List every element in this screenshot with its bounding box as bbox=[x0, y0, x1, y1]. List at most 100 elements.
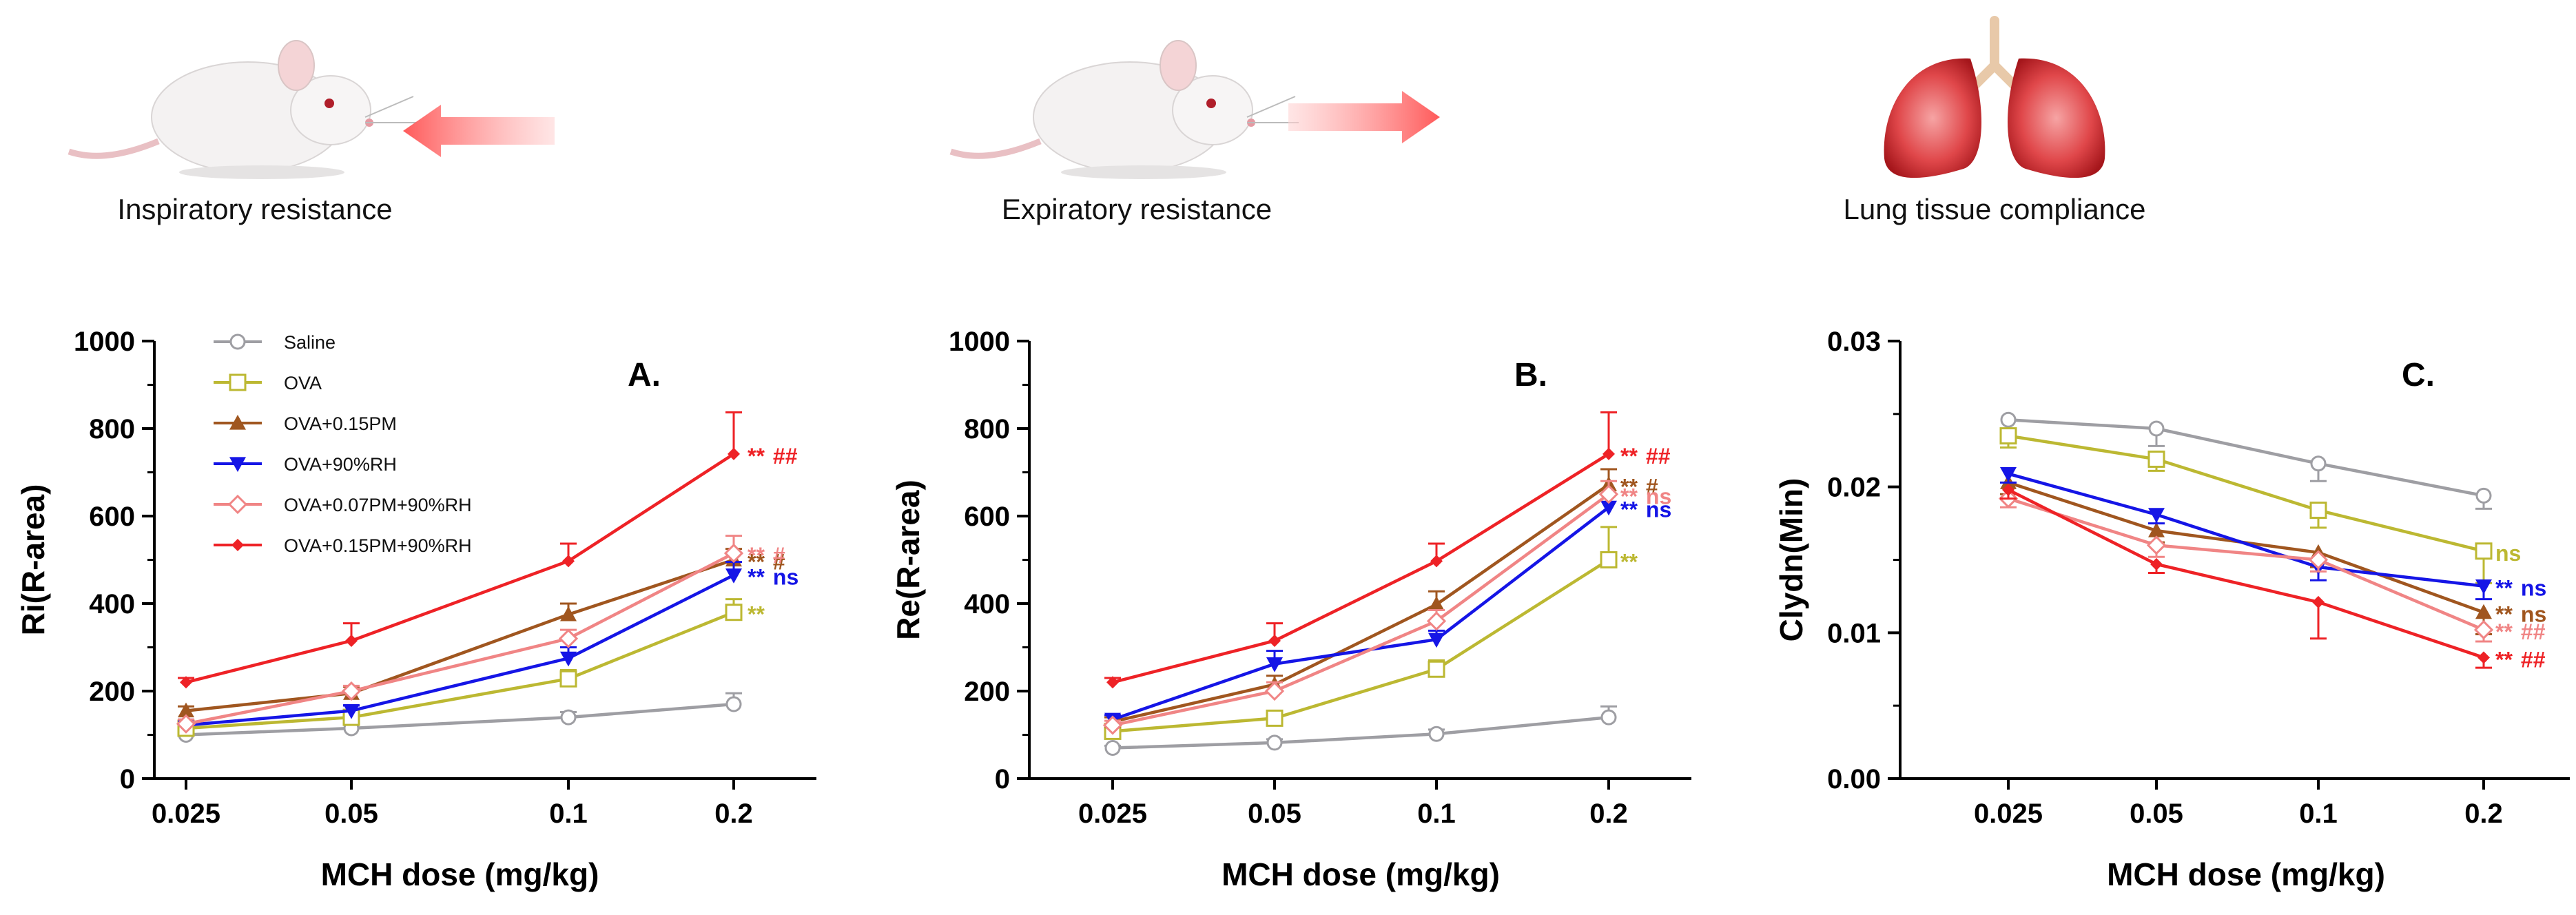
data-point bbox=[2473, 619, 2494, 640]
data-point bbox=[1430, 555, 1443, 568]
legend-label: OVA+0.15PM bbox=[284, 413, 397, 434]
data-point bbox=[178, 702, 194, 718]
legend-item: OVA+0.15PM bbox=[214, 413, 397, 434]
data-point bbox=[1428, 726, 1445, 742]
x-tick-label: 0.05 bbox=[324, 799, 378, 829]
data-point bbox=[2146, 535, 2167, 555]
significance-label: ** # bbox=[748, 543, 785, 568]
series-ova-90-rh: ** ns bbox=[178, 561, 798, 734]
panel-letter: C. bbox=[2402, 357, 2435, 393]
series-ova-0-15pm-90-rh: ** ## bbox=[2000, 483, 2546, 672]
significance-label: ** # bbox=[748, 550, 785, 575]
legend-marker bbox=[229, 333, 246, 350]
series-line bbox=[1112, 506, 1610, 721]
data-point bbox=[1266, 734, 1283, 751]
y-tick-label: 400 bbox=[89, 589, 135, 619]
data-point bbox=[1266, 709, 1284, 727]
significance-label: ** # bbox=[1620, 474, 1658, 499]
data-point bbox=[2477, 651, 2490, 664]
legend-marker bbox=[229, 457, 246, 472]
series-ova: ** bbox=[1104, 526, 1638, 740]
series-line bbox=[185, 452, 735, 684]
y-tick-label: 0.03 bbox=[1827, 327, 1881, 357]
series-ova-0-07pm-90-rh: ** ns bbox=[1102, 480, 1671, 735]
series-line bbox=[185, 610, 734, 730]
x-tick-label: 0.2 bbox=[714, 799, 753, 829]
series-line bbox=[185, 551, 735, 726]
data-point bbox=[1428, 633, 1445, 648]
data-point bbox=[2148, 522, 2165, 537]
data-point bbox=[1598, 484, 1619, 504]
data-point bbox=[558, 628, 579, 648]
data-point bbox=[2000, 411, 2017, 428]
legend-marker bbox=[231, 539, 244, 551]
series-line bbox=[185, 702, 734, 737]
significance-label: ** ns bbox=[2495, 576, 2546, 601]
series-ova-90-rh: ** ns bbox=[1104, 493, 1671, 728]
data-point bbox=[2475, 487, 2492, 504]
mouse-exhale-icon bbox=[949, 40, 1299, 179]
data-point bbox=[559, 670, 577, 688]
x-tick-label: 0.2 bbox=[1589, 799, 1628, 829]
legend-label: OVA+90%RH bbox=[284, 454, 397, 475]
data-point bbox=[2310, 455, 2327, 472]
y-tick-label: 0 bbox=[120, 764, 135, 794]
lungs-icon bbox=[1884, 16, 2105, 178]
series-ova: ns bbox=[1999, 427, 2521, 584]
x-axis-title: MCH dose (mg/kg) bbox=[2107, 856, 2385, 892]
significance-label: ns bbox=[2495, 541, 2521, 566]
data-point bbox=[1104, 740, 1121, 757]
x-tick-label: 0.1 bbox=[1417, 799, 1456, 829]
series-line bbox=[1112, 493, 1610, 727]
data-point bbox=[1603, 447, 1615, 460]
legend-item: OVA+0.15PM+90%RH bbox=[214, 535, 472, 556]
data-point bbox=[1264, 681, 1285, 701]
y-tick-label: 800 bbox=[964, 414, 1010, 444]
legend-item: Saline bbox=[214, 332, 336, 353]
data-point bbox=[343, 703, 360, 719]
series-line bbox=[185, 573, 735, 727]
y-tick-label: 800 bbox=[89, 414, 135, 444]
mouse-inhale-icon bbox=[68, 40, 417, 179]
x-tick-label: 0.025 bbox=[152, 799, 220, 829]
data-point bbox=[1266, 657, 1283, 672]
data-point bbox=[725, 568, 742, 584]
series-line bbox=[2008, 497, 2484, 632]
data-point bbox=[2312, 595, 2325, 608]
x-tick-label: 0.1 bbox=[549, 799, 588, 829]
chart-panel-c: 0.00 0.01 0.02 0.03 0.025 0.05 0.1 0.2 MCH dose … bbox=[1773, 327, 2570, 892]
y-tick-label: 200 bbox=[964, 677, 1010, 707]
chart-legend: Saline OVA OVA+0.15PM OVA+90%RH OVA+0.07PM+9… bbox=[214, 332, 472, 556]
x-axis-title: MCH dose (mg/kg) bbox=[1222, 856, 1500, 892]
y-tick-label: 1000 bbox=[949, 327, 1010, 357]
legend-marker bbox=[227, 494, 248, 515]
series-saline bbox=[1104, 705, 1617, 757]
significance-label: ** ## bbox=[2495, 647, 2546, 672]
chart-panel-a: 0 200 400 600 800 1000 0.025 0.05 0.1 0.2 MCH dose… bbox=[15, 327, 816, 892]
legend-label: Saline bbox=[284, 332, 336, 353]
legend-item: OVA+90%RH bbox=[214, 454, 397, 475]
data-point bbox=[1428, 596, 1445, 611]
data-point bbox=[2148, 420, 2165, 437]
x-tick-label: 0.2 bbox=[2464, 799, 2503, 829]
caption-compliance: Lung tissue compliance bbox=[1844, 193, 2146, 225]
series-ova-0-07pm-90-rh: ** ## bbox=[1998, 489, 2546, 644]
data-point bbox=[176, 714, 196, 734]
series-line bbox=[2008, 434, 2484, 553]
data-point bbox=[1268, 634, 1281, 647]
significance-label: ** ns bbox=[748, 565, 798, 590]
series-line bbox=[2007, 488, 2484, 659]
legend-marker bbox=[229, 415, 246, 430]
data-point bbox=[2002, 483, 2015, 496]
data-point bbox=[725, 696, 742, 712]
legend-label: OVA+0.15PM+90%RH bbox=[284, 535, 472, 556]
data-point bbox=[1428, 660, 1445, 678]
legend-marker bbox=[229, 373, 247, 391]
inhale-arrow-icon bbox=[403, 105, 555, 157]
data-point bbox=[1600, 709, 1617, 726]
x-tick-label: 0.025 bbox=[1974, 799, 2043, 829]
data-point bbox=[2150, 557, 2163, 570]
series-line bbox=[1112, 558, 1610, 733]
y-axis-title: Re(R-area) bbox=[890, 480, 926, 640]
y-axis-title: Clydn(Min) bbox=[1773, 478, 1809, 642]
